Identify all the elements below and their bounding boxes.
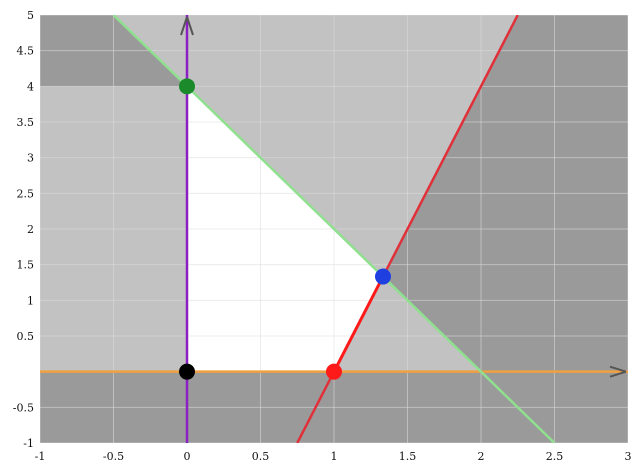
y-tick-label: 2.5 — [17, 187, 35, 200]
y-tick-label: 2 — [27, 223, 34, 236]
x-tick-label: 2 — [478, 450, 485, 463]
arrow-head-x-bottom — [609, 370, 627, 378]
x-tick-label: -1 — [35, 450, 46, 463]
y-tick-label: 3 — [27, 152, 34, 165]
y-tick-label: -1 — [23, 437, 34, 450]
x-tick-label: -0.5 — [103, 450, 124, 463]
constraint-edge-highlight — [332, 275, 385, 373]
y-tick-label: -0.5 — [13, 401, 34, 414]
y-tick-label: 1.5 — [17, 259, 35, 272]
arrow-head-y-left — [180, 16, 188, 36]
y-tick-label: 5 — [27, 9, 34, 22]
arrow-head-y-right — [186, 16, 194, 36]
vertex-point — [179, 78, 195, 95]
y-tick-label: 4 — [27, 80, 34, 93]
x-tick-label: 0.5 — [252, 450, 270, 463]
vertex-point — [374, 268, 391, 285]
arrow-head-x-top — [609, 365, 627, 373]
y-tick-label: 3.5 — [17, 116, 35, 129]
y-tick-label: 1 — [27, 294, 34, 307]
vertex-point — [179, 363, 195, 380]
tick-labels: -1 -0.5 0 0.5 1 1.5 2 2.5 3 -1 -0.5 0.5 1 1.5 2 2.5 3 3.5… — [13, 9, 632, 463]
x-tick-label: 1.5 — [399, 450, 417, 463]
vertex-point — [326, 363, 342, 380]
y-tick-label: 0.5 — [17, 330, 35, 343]
x-tick-label: 0 — [184, 450, 191, 463]
x-tick-label: 1 — [331, 450, 338, 463]
x-tick-label: 2.5 — [546, 450, 564, 463]
x-tick-label: 3 — [625, 450, 632, 463]
vertex-points — [179, 78, 391, 380]
y-tick-label: 4.5 — [17, 45, 35, 58]
